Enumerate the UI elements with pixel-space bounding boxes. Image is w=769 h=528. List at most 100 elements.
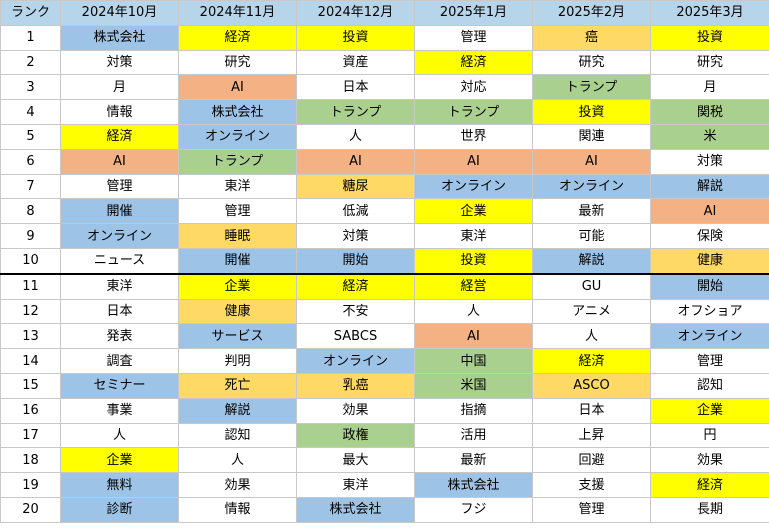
keyword-cell[interactable]: 関税	[650, 99, 769, 125]
keyword-cell[interactable]: 健康	[178, 298, 297, 325]
month-column-header[interactable]: 2025年2月	[532, 0, 651, 26]
keyword-cell[interactable]: オンライン	[296, 348, 415, 374]
keyword-cell[interactable]: ASCO	[532, 372, 651, 399]
keyword-cell[interactable]: 関連	[532, 123, 651, 150]
rank-cell[interactable]: 5	[0, 123, 61, 150]
keyword-cell[interactable]: ニュース	[60, 247, 179, 275]
rank-cell[interactable]: 10	[0, 247, 61, 275]
keyword-cell[interactable]: 不安	[296, 298, 415, 325]
rank-cell[interactable]: 1	[0, 24, 61, 51]
keyword-cell[interactable]: 月	[650, 74, 769, 101]
keyword-cell[interactable]: SABCS	[296, 323, 415, 350]
keyword-cell[interactable]: 糖尿	[296, 173, 415, 200]
month-column-header[interactable]: 2025年3月	[650, 0, 769, 26]
keyword-cell[interactable]: 企業	[414, 198, 533, 225]
keyword-cell[interactable]: 資産	[296, 49, 415, 76]
keyword-cell[interactable]: 効果	[650, 447, 769, 474]
keyword-cell[interactable]: 人	[532, 323, 651, 350]
keyword-cell[interactable]: AI	[178, 74, 297, 101]
keyword-cell[interactable]: 経済	[296, 273, 415, 300]
keyword-cell[interactable]: セミナー	[60, 372, 179, 399]
rank-cell[interactable]: 9	[0, 223, 61, 249]
keyword-cell[interactable]: 発表	[60, 323, 179, 350]
rank-cell[interactable]: 12	[0, 298, 61, 325]
keyword-cell[interactable]: 睡眠	[178, 223, 297, 249]
keyword-cell[interactable]: 人	[60, 422, 179, 449]
keyword-cell[interactable]: オンライン	[60, 223, 179, 249]
keyword-cell[interactable]: 調査	[60, 348, 179, 374]
keyword-cell[interactable]: AI	[414, 148, 533, 175]
keyword-cell[interactable]: 経済	[178, 24, 297, 51]
keyword-cell[interactable]: 対策	[60, 49, 179, 76]
rank-cell[interactable]: 7	[0, 173, 61, 200]
rank-cell[interactable]: 4	[0, 99, 61, 125]
rank-cell[interactable]: 16	[0, 397, 61, 424]
keyword-cell[interactable]: 株式会社	[414, 472, 533, 498]
keyword-cell[interactable]: オフショア	[650, 298, 769, 325]
keyword-cell[interactable]: 長期	[650, 496, 769, 523]
keyword-cell[interactable]: 支援	[532, 472, 651, 498]
keyword-cell[interactable]: 開催	[178, 247, 297, 275]
keyword-cell[interactable]: 認知	[650, 372, 769, 399]
keyword-cell[interactable]: 研究	[532, 49, 651, 76]
keyword-cell[interactable]: トランプ	[414, 99, 533, 125]
month-column-header[interactable]: 2024年10月	[60, 0, 179, 26]
month-column-header[interactable]: 2024年11月	[178, 0, 297, 26]
keyword-cell[interactable]: 診断	[60, 496, 179, 523]
keyword-cell[interactable]: 判明	[178, 348, 297, 374]
keyword-cell[interactable]: 事業	[60, 397, 179, 424]
keyword-cell[interactable]: 中国	[414, 348, 533, 374]
keyword-cell[interactable]: 上昇	[532, 422, 651, 449]
keyword-cell[interactable]: 解説	[650, 173, 769, 200]
keyword-cell[interactable]: 日本	[296, 74, 415, 101]
month-column-header[interactable]: 2024年12月	[296, 0, 415, 26]
keyword-cell[interactable]: 管理	[414, 24, 533, 51]
keyword-cell[interactable]: 経済	[532, 348, 651, 374]
keyword-cell[interactable]: 政権	[296, 422, 415, 449]
keyword-cell[interactable]: 効果	[296, 397, 415, 424]
keyword-cell[interactable]: 経済	[414, 49, 533, 76]
keyword-cell[interactable]: 活用	[414, 422, 533, 449]
keyword-cell[interactable]: 情報	[60, 99, 179, 125]
keyword-cell[interactable]: 最大	[296, 447, 415, 474]
rank-cell[interactable]: 2	[0, 49, 61, 76]
keyword-cell[interactable]: 投資	[650, 24, 769, 51]
rank-cell[interactable]: 19	[0, 472, 61, 498]
keyword-cell[interactable]: オンライン	[650, 323, 769, 350]
keyword-cell[interactable]: 開始	[296, 247, 415, 275]
keyword-cell[interactable]: 世界	[414, 123, 533, 150]
keyword-cell[interactable]: トランプ	[532, 74, 651, 101]
keyword-cell[interactable]: 保険	[650, 223, 769, 249]
keyword-cell[interactable]: 管理	[60, 173, 179, 200]
keyword-cell[interactable]: 解説	[532, 247, 651, 275]
keyword-cell[interactable]: 認知	[178, 422, 297, 449]
keyword-cell[interactable]: 対策	[650, 148, 769, 175]
keyword-cell[interactable]: 情報	[178, 496, 297, 523]
keyword-cell[interactable]: AI	[650, 198, 769, 225]
keyword-cell[interactable]: 米	[650, 123, 769, 150]
rank-cell[interactable]: 14	[0, 348, 61, 374]
keyword-cell[interactable]: 経済	[650, 472, 769, 498]
keyword-cell[interactable]: 経済	[60, 123, 179, 150]
keyword-cell[interactable]: 開催	[60, 198, 179, 225]
keyword-cell[interactable]: 死亡	[178, 372, 297, 399]
keyword-cell[interactable]: 低減	[296, 198, 415, 225]
keyword-cell[interactable]: 投資	[414, 247, 533, 275]
rank-column-header[interactable]: ランク	[0, 0, 61, 26]
keyword-cell[interactable]: GU	[532, 273, 651, 300]
keyword-cell[interactable]: 経営	[414, 273, 533, 300]
rank-cell[interactable]: 18	[0, 447, 61, 474]
keyword-cell[interactable]: AI	[60, 148, 179, 175]
keyword-cell[interactable]: AI	[414, 323, 533, 350]
keyword-cell[interactable]: 無料	[60, 472, 179, 498]
keyword-cell[interactable]: 最新	[414, 447, 533, 474]
keyword-cell[interactable]: 指摘	[414, 397, 533, 424]
keyword-cell[interactable]: AI	[296, 148, 415, 175]
keyword-cell[interactable]: 管理	[532, 496, 651, 523]
keyword-cell[interactable]: 株式会社	[296, 496, 415, 523]
keyword-cell[interactable]: 企業	[178, 273, 297, 300]
keyword-cell[interactable]: フジ	[414, 496, 533, 523]
keyword-cell[interactable]: 開始	[650, 273, 769, 300]
keyword-cell[interactable]: 健康	[650, 247, 769, 275]
keyword-cell[interactable]: 回避	[532, 447, 651, 474]
